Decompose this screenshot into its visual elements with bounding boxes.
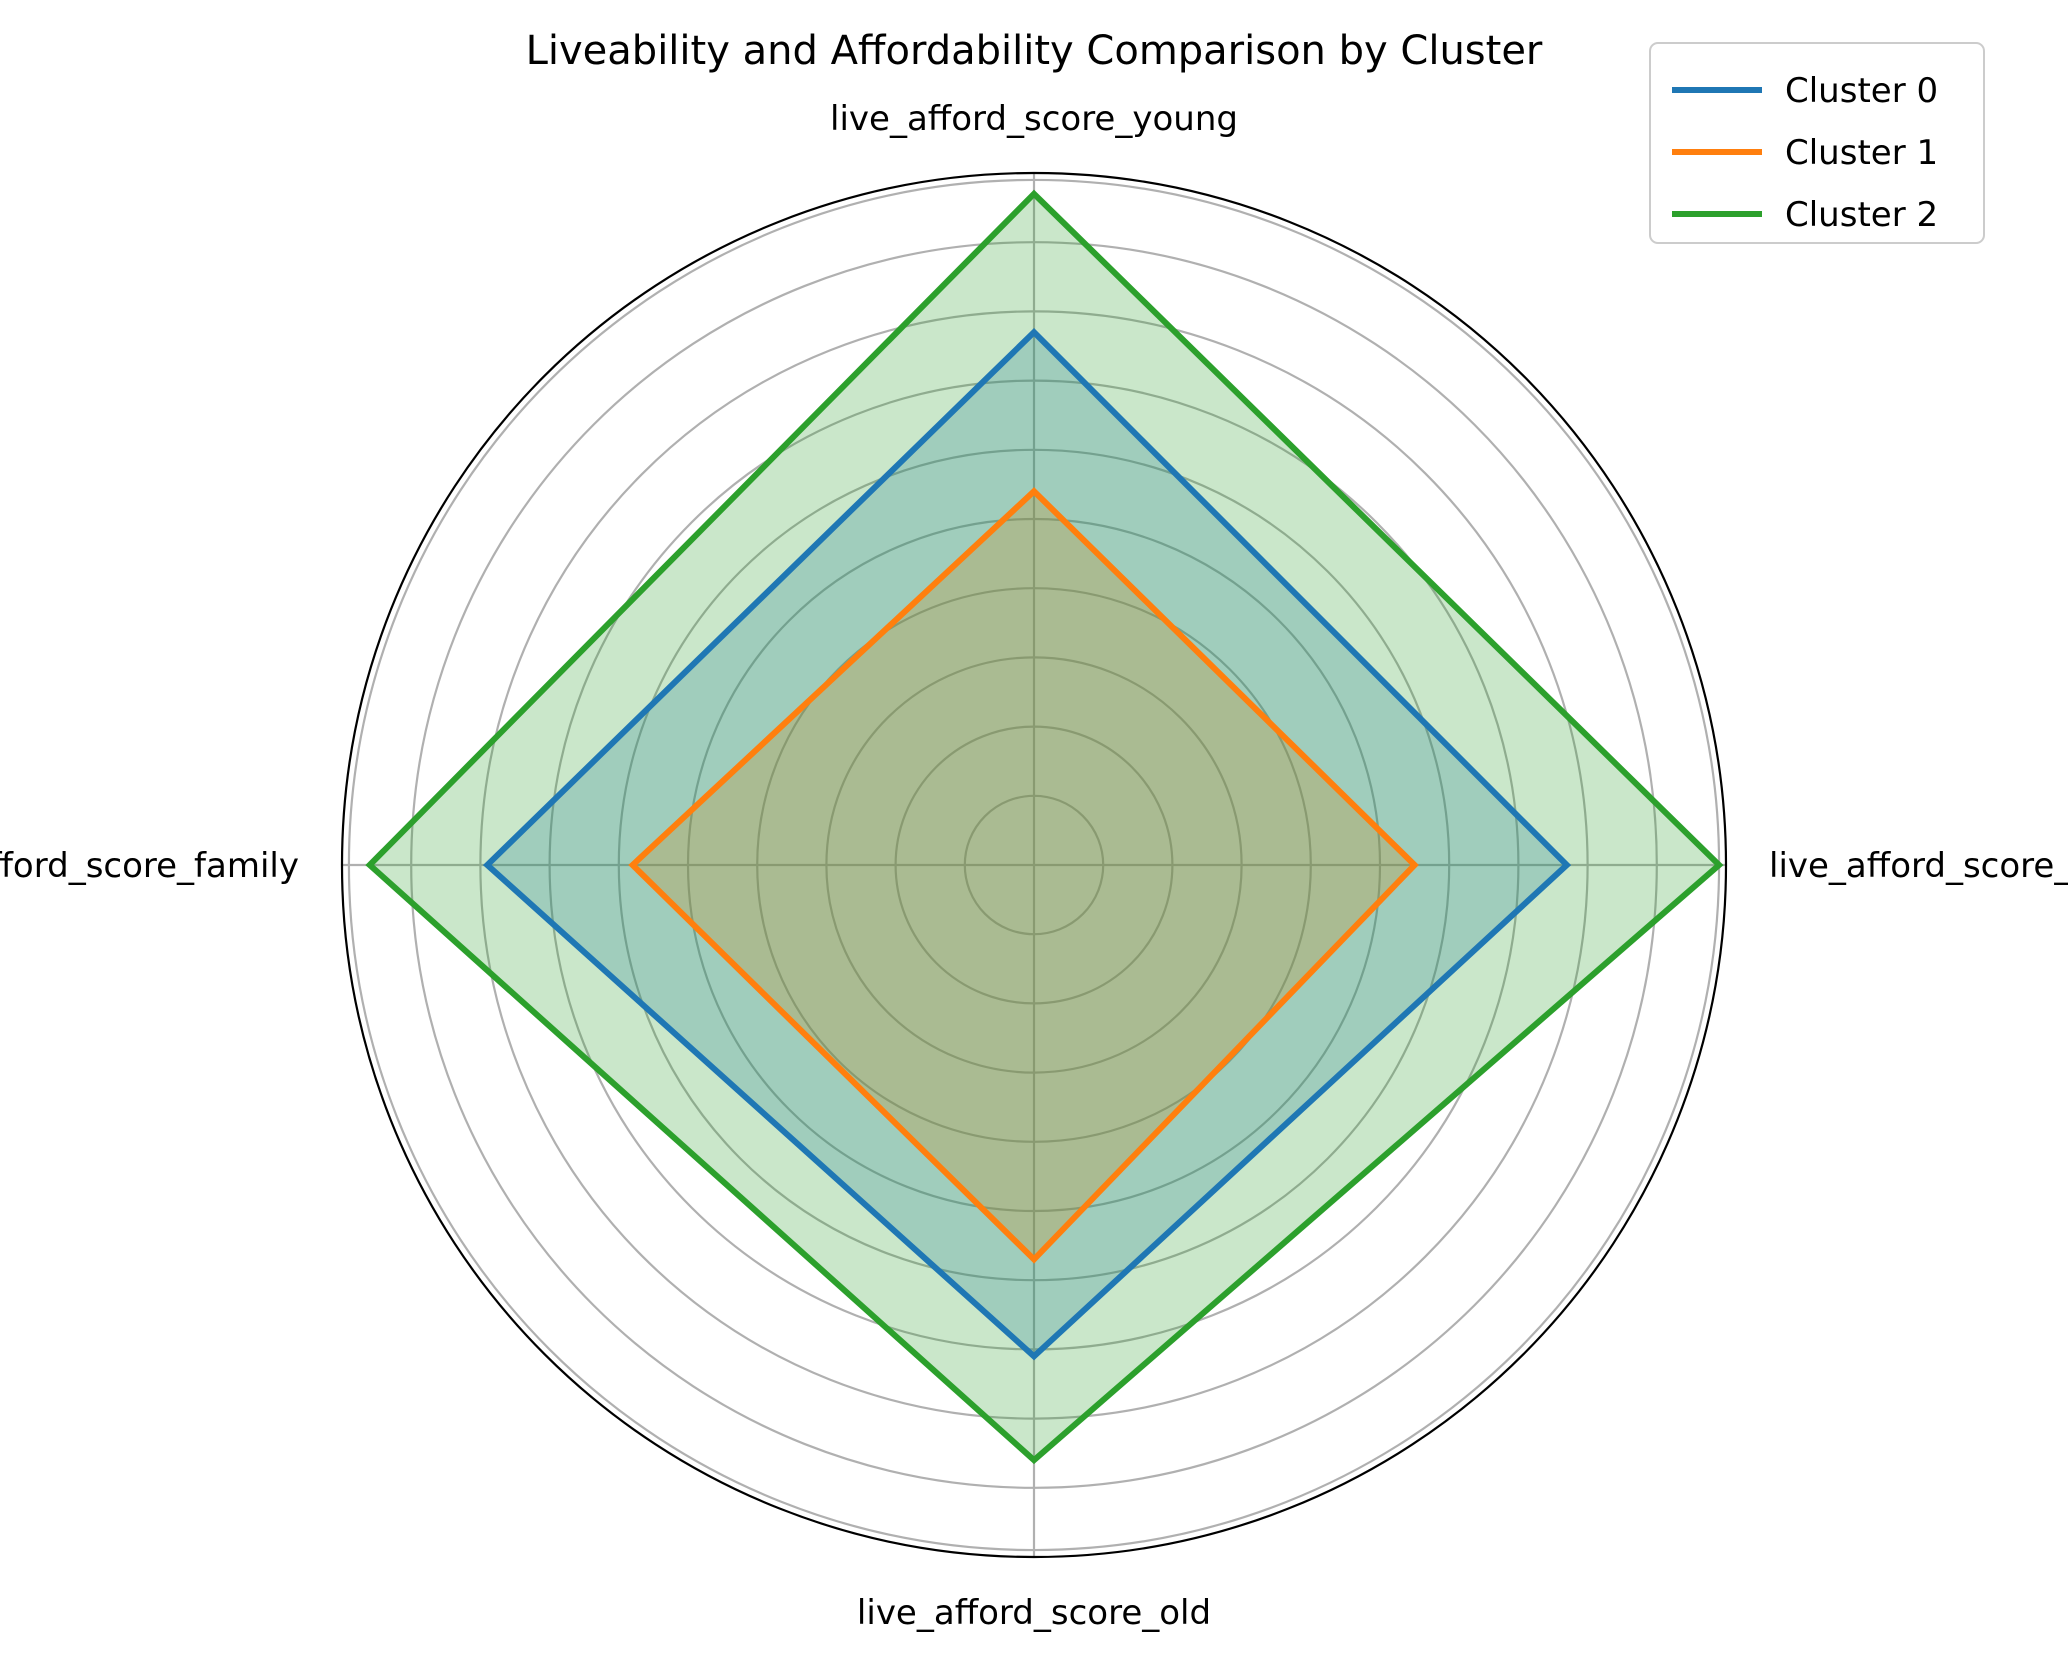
radar-axis-labels: live_afford_score_overall live_afford_sco… bbox=[0, 99, 2068, 1633]
cluster-1-line bbox=[628, 487, 1419, 1264]
legend-label-cluster-0: Cluster 0 bbox=[1785, 71, 1938, 111]
chart-title: Liveability and Affordability Comparison… bbox=[526, 28, 1543, 74]
cluster-2-line bbox=[365, 189, 1724, 1465]
cluster-0-line bbox=[482, 327, 1572, 1361]
axis-label-live_afford_score_old: live_afford_score_old bbox=[857, 1593, 1211, 1633]
cluster-0-area bbox=[487, 332, 1567, 1357]
legend: Cluster 0 Cluster 1 Cluster 2 bbox=[1649, 42, 1985, 244]
radar-series bbox=[365, 189, 1724, 1465]
axis-label-live_afford_score_family: live_afford_score_family bbox=[0, 846, 299, 886]
legend-label-cluster-2: Cluster 2 bbox=[1785, 195, 1938, 235]
legend-label-cluster-1: Cluster 1 bbox=[1785, 133, 1938, 173]
axis-label-live_afford_score_young: live_afford_score_young bbox=[830, 99, 1238, 139]
outer-frame bbox=[340, 171, 1728, 1559]
cluster-2-area bbox=[369, 193, 1720, 1461]
axis-label-live_afford_score_overall: live_afford_score_overall bbox=[1769, 846, 2068, 886]
